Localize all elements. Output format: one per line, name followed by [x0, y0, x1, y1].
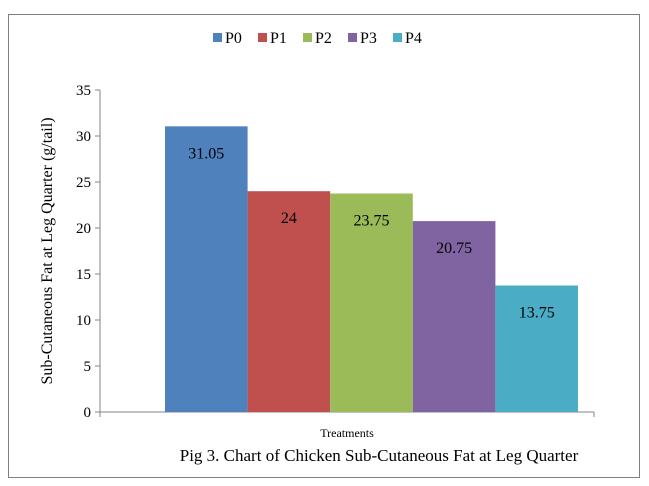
y-tick-label: 25: [76, 175, 91, 191]
chart-caption: Pig 3. Chart of Chicken Sub-Cutaneous Fa…: [180, 446, 579, 465]
bar-p0: [165, 126, 248, 412]
chart-frame: P0 P1 P2 P3 P4 0 5 10 15 20 25 30 35 31.05 24 23.75 20.7…: [8, 14, 640, 478]
y-tick-label: 0: [84, 405, 92, 421]
y-axis-label: Sub-Cutaneous Fat at Leg Quarter (g/tail…: [39, 117, 56, 384]
legend-label-p1: P1: [270, 30, 287, 47]
y-tick-label: 20: [76, 221, 91, 237]
legend-label-p4: P4: [405, 30, 422, 47]
data-label-p1: 24: [281, 210, 297, 227]
bar-p4: [495, 285, 578, 412]
bar-p1: [247, 191, 331, 412]
legend-label-p0: P0: [225, 30, 242, 47]
y-tick-label: 15: [76, 267, 91, 283]
legend-swatch-p0: [213, 33, 222, 42]
legend-label-p2: P2: [315, 30, 332, 47]
data-label-p0: 31.05: [188, 145, 224, 162]
bar-p3: [412, 221, 496, 412]
y-tick-label: 10: [76, 313, 91, 329]
x-axis-label: Treatments: [320, 426, 374, 440]
legend-swatch-p3: [348, 33, 357, 42]
y-tick-label: 5: [84, 359, 92, 375]
y-tick-label: 30: [76, 129, 91, 145]
legend-swatch-p2: [303, 33, 312, 42]
y-tick-label: 35: [76, 83, 91, 99]
data-label-p2: 23.75: [354, 213, 390, 230]
legend-swatch-p4: [393, 33, 402, 42]
data-label-p4: 13.75: [519, 305, 555, 322]
legend-swatch-p1: [258, 33, 267, 42]
legend-label-p3: P3: [360, 30, 377, 47]
bar-chart: P0 P1 P2 P3 P4 0 5 10 15 20 25 30 35 31.05 24 23.75 20.7…: [39, 30, 595, 465]
bar-p2: [330, 193, 413, 412]
data-label-p3: 20.75: [436, 240, 472, 257]
